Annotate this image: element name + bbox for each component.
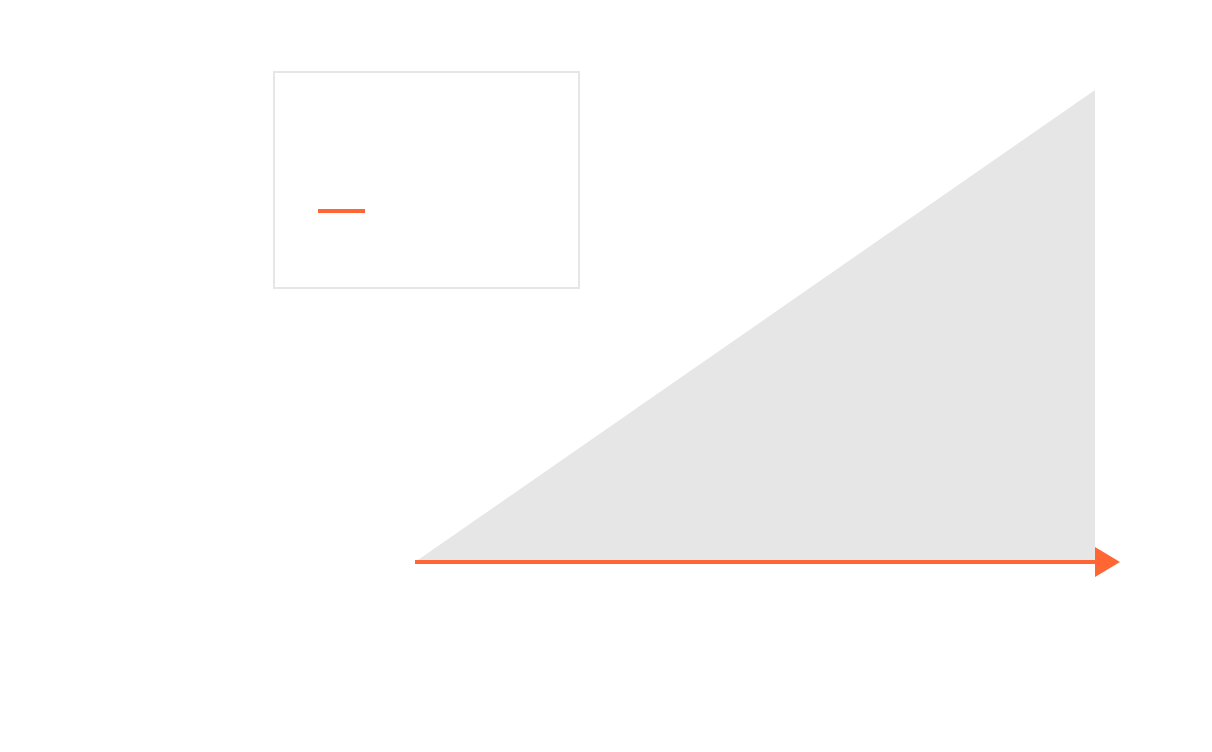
legend-line-swatch — [318, 209, 365, 213]
legend-box — [273, 71, 580, 289]
shaded-triangle — [415, 90, 1095, 562]
arrow-head — [1095, 547, 1120, 577]
